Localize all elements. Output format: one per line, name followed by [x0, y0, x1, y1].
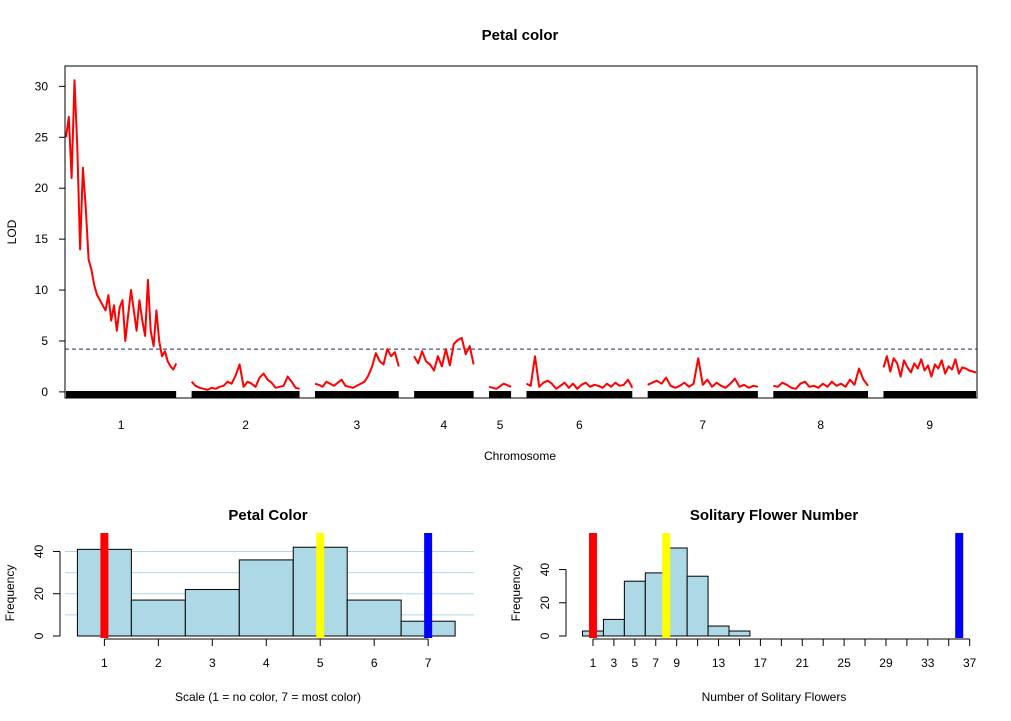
solitary-hist-bar [602, 618, 625, 637]
petal-hist-x-tick-label: 7 [425, 656, 432, 670]
solitary-hist-x-axis-label: Number of Solitary Flowers [702, 690, 847, 704]
marker-rug-chr5 [489, 391, 512, 398]
petal-hist-bar [130, 599, 186, 637]
solitary-hist-bar [686, 575, 709, 637]
solitary-hist-x-tick-label: 29 [879, 656, 893, 670]
chromosome-tick-label: 5 [497, 418, 504, 432]
solitary-hist-x-tick-label: 3 [611, 656, 618, 670]
lod-plot-frame [64, 65, 978, 399]
chromosome-tick-label: 7 [699, 418, 706, 432]
petal-hist-x-tick-label: 6 [371, 656, 378, 670]
lod-y-tick-label: 15 [35, 232, 49, 246]
lod-curve-chr2 [190, 363, 300, 391]
marker-rug-chr6 [526, 391, 633, 398]
solitary-hist-title: Solitary Flower Number [690, 507, 859, 524]
petal-hist-marks: 1 2 3 4 5 6 7 0 20 40 [32, 533, 474, 670]
petal-hist-y-tick-label: 0 [32, 632, 46, 639]
marker-rug-chr3 [314, 391, 399, 398]
solitary-hist-x-tick-label: 13 [712, 656, 726, 670]
lod-y-tick-label: 0 [41, 385, 48, 399]
petal-hist-x-tick-label: 4 [263, 656, 270, 670]
lod-curve-chr3 [314, 348, 400, 389]
lod-title: Petal color [482, 27, 559, 44]
chromosome-tick-label: 2 [242, 418, 249, 432]
petal-hist-y-tick-label: 40 [32, 544, 46, 558]
petal-hist-bar [238, 559, 294, 637]
marker-rug-chr9 [883, 391, 976, 398]
lod-marks [65, 79, 977, 398]
chromosome-tick-label: 6 [576, 418, 583, 432]
petal-hist-bar [184, 589, 240, 637]
solitary-hist-y-tick-label: 20 [538, 596, 552, 610]
lod-y-axis: 0 5 10 15 20 25 30 [35, 79, 66, 399]
lod-curve-chr7 [647, 357, 759, 389]
chromosome-tick-label: 8 [817, 418, 824, 432]
lod-x-axis: 1 2 3 4 5 6 7 8 9 [118, 418, 934, 432]
solitary-hist-x-tick-label: 37 [963, 656, 977, 670]
chromosome-tick-label: 3 [354, 418, 361, 432]
marker-rug-chr2 [191, 391, 300, 398]
petal-hist-x-tick-label: 5 [317, 656, 324, 670]
solitary-hist-y-tick-label: 0 [538, 632, 552, 639]
marker-rug-chr1 [66, 391, 177, 398]
petal-hist-x-tick-label: 1 [101, 656, 108, 670]
solitary-hist-x-tick-label: 33 [921, 656, 935, 670]
petal-color-histogram: Petal Color 1 2 3 4 5 6 7 0 20 40 Scale (1 = no c… [3, 507, 474, 704]
solitary-flower-histogram: Solitary Flower Number 1 3 5 7 9 13 17 21 25 29 33… [509, 507, 977, 704]
solitary-hist-x-tick-label: 9 [673, 656, 680, 670]
lod-curve-chr6 [526, 355, 634, 390]
lod-y-tick-label: 25 [35, 130, 49, 144]
chromosome-tick-label: 9 [926, 418, 933, 432]
lod-x-axis-label: Chromosome [484, 449, 556, 463]
lod-curve-chr8 [773, 367, 869, 390]
lod-curve-chr9 [882, 355, 977, 378]
solitary-hist-y-axis-label: Frequency [509, 565, 523, 622]
solitary-hist-x-tick-label: 25 [837, 656, 851, 670]
petal-hist-title: Petal Color [228, 507, 307, 524]
lod-y-tick-label: 10 [35, 283, 49, 297]
solitary-hist-x-tick-label: 17 [754, 656, 768, 670]
solitary-hist-x-tick-label: 5 [631, 656, 638, 670]
petal-hist-x-tick-label: 3 [209, 656, 216, 670]
chromosome-tick-label: 1 [118, 418, 125, 432]
petal-hist-x-tick-label: 2 [155, 656, 162, 670]
solitary-hist-x-tick-label: 7 [652, 656, 659, 670]
solitary-hist-x-tick-label: 21 [796, 656, 810, 670]
solitary-hist-y-tick-label: 40 [538, 563, 552, 577]
marker-rug-chr7 [647, 391, 758, 398]
petal-hist-y-tick-label: 20 [32, 587, 46, 601]
chromosome-tick-label: 4 [441, 418, 448, 432]
marker-rug-chr4 [414, 391, 474, 398]
petal-hist-bar [346, 599, 402, 637]
solitary-hist-x-tick-label: 1 [590, 656, 597, 670]
solitary-hist-bar [728, 630, 751, 637]
marker-rug-chr8 [773, 391, 869, 398]
petal-hist-x-axis-label: Scale (1 = no color, 7 = most color) [175, 690, 361, 704]
lod-y-tick-label: 5 [41, 334, 48, 348]
solitary-hist-bar [707, 625, 730, 637]
lod-panel: Petal color 0 5 10 15 20 25 30 1 2 3 4 5 6 7 8 9 Chrom… [5, 27, 978, 463]
lod-curve-chr1 [65, 79, 178, 371]
lod-curve-chr5 [488, 382, 512, 390]
solitary-hist-bar [623, 580, 646, 637]
lod-y-tick-label: 30 [35, 79, 49, 93]
lod-curve-chr4 [413, 336, 475, 372]
lod-y-tick-label: 20 [35, 181, 49, 195]
lod-y-axis-label: LOD [5, 219, 19, 244]
petal-hist-y-axis-label: Frequency [3, 565, 17, 622]
